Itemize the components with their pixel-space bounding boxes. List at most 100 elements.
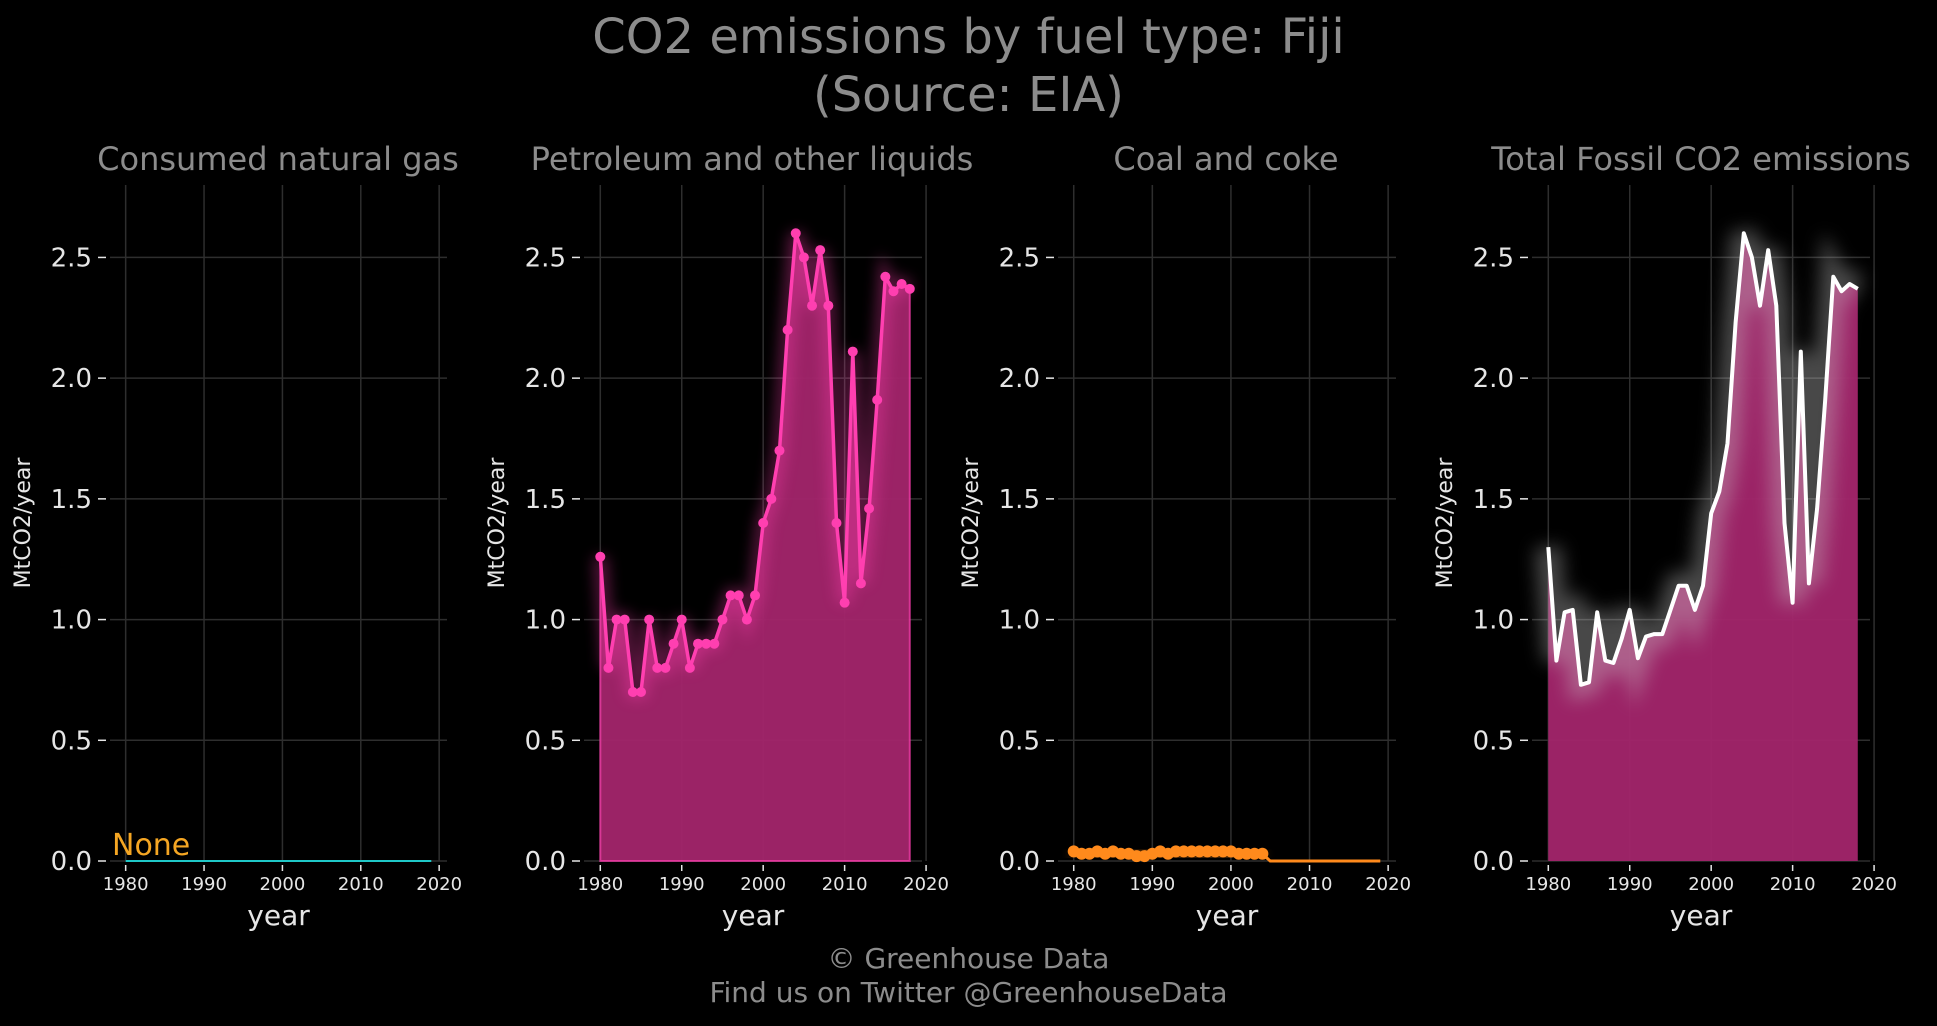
main-title-line2: (Source: EIA) — [812, 67, 1125, 123]
x-axis-label: year — [1196, 899, 1259, 932]
data-point-petroleum — [652, 662, 663, 673]
y-tick-label: 1.0 — [51, 606, 92, 636]
data-point-petroleum — [888, 286, 899, 297]
data-point-petroleum — [798, 252, 809, 263]
y-tick-label: 2.5 — [999, 243, 1040, 273]
panel-title: Total Fossil CO2 emissions — [1490, 140, 1911, 178]
y-tick-label: 2.0 — [51, 364, 92, 394]
y-tick-label: 2.5 — [525, 243, 566, 273]
data-point-petroleum — [831, 518, 842, 528]
y-tick-label: 0.0 — [999, 847, 1040, 877]
annotation-none: None — [112, 828, 190, 863]
x-axis-label: year — [247, 899, 310, 932]
area-fill-total — [1548, 233, 1858, 862]
series-line-total — [1546, 231, 1859, 687]
data-point-petroleum — [636, 687, 647, 697]
data-point-petroleum — [733, 590, 744, 601]
data-point-petroleum — [603, 662, 614, 673]
x-tick-label: 2000 — [1688, 874, 1734, 895]
data-point-coal — [1256, 847, 1269, 860]
data-point-petroleum — [855, 578, 866, 589]
x-tick-label: 2020 — [1851, 874, 1897, 895]
data-point-petroleum — [668, 638, 679, 649]
x-tick-label: 1980 — [577, 874, 623, 895]
x-tick-label: 1990 — [1607, 874, 1653, 895]
x-tick-label: 1980 — [1525, 874, 1571, 895]
x-tick-label: 1980 — [1051, 874, 1097, 895]
panel-title: Petroleum and other liquids — [531, 140, 974, 178]
data-point-petroleum — [619, 614, 630, 625]
chart-main-title: CO2 emissions by fuel type: Fiji (Source… — [0, 8, 1937, 124]
x-tick-label: 2020 — [416, 874, 462, 895]
data-point-petroleum — [693, 638, 704, 649]
data-point-petroleum — [807, 300, 818, 311]
data-point-petroleum — [766, 493, 777, 504]
x-tick-label: 2000 — [740, 874, 786, 895]
data-point-petroleum — [864, 503, 875, 514]
data-point-petroleum — [741, 614, 752, 625]
y-tick-label: 2.0 — [525, 364, 566, 394]
data-point-petroleum — [904, 283, 915, 294]
x-axis-label: year — [1670, 899, 1733, 932]
data-point-petroleum — [774, 445, 785, 456]
y-tick-label: 1.5 — [1473, 485, 1514, 515]
panel-3: Coal and coke 0.0 0.5 1.0 1.5 2.0 2.5 1980 1990 2… — [959, 140, 1411, 932]
data-point-petroleum — [684, 662, 695, 673]
data-point-petroleum — [611, 614, 622, 625]
x-axis-label: year — [722, 899, 785, 932]
data-point-petroleum — [701, 638, 712, 649]
y-tick-label: 2.0 — [1473, 364, 1514, 394]
data-point-petroleum — [717, 614, 728, 625]
data-point-petroleum — [847, 346, 858, 357]
y-tick-label: 1.5 — [525, 485, 566, 515]
data-point-petroleum — [725, 590, 736, 601]
panel-2: Petroleum and other liquids 0.0 0.5 1.0 1.5 2… — [485, 140, 973, 932]
y-tick-label: 2.5 — [1473, 243, 1514, 273]
y-tick-label: 0.0 — [525, 847, 566, 877]
y-tick-label: 1.0 — [999, 606, 1040, 636]
y-axis-label: MtCO2/year — [11, 457, 36, 589]
data-point-petroleum — [758, 518, 769, 528]
data-point-petroleum — [709, 638, 720, 649]
area-fill-petroleum — [600, 233, 910, 862]
y-tick-label: 0.5 — [1473, 726, 1514, 756]
y-tick-label: 0.5 — [999, 726, 1040, 756]
data-point-petroleum — [896, 278, 907, 289]
y-tick-label: 1.5 — [999, 485, 1040, 515]
data-point-petroleum — [782, 324, 793, 335]
data-point-petroleum — [676, 614, 687, 625]
panel-1: Consumed natural gas 0.0 0.5 1.0 1.5 2.0 2.5 19… — [11, 140, 462, 932]
data-point-petroleum — [872, 394, 883, 405]
y-tick-label: 2.0 — [999, 364, 1040, 394]
data-point-petroleum — [750, 590, 761, 601]
main-title-line1: CO2 emissions by fuel type: Fiji — [592, 9, 1345, 65]
footer: © Greenhouse Data Find us on Twitter @Gr… — [0, 942, 1937, 1010]
footer-twitter: Find us on Twitter @GreenhouseData — [709, 976, 1228, 1009]
x-tick-label: 1990 — [181, 874, 227, 895]
data-point-petroleum — [660, 662, 671, 673]
y-tick-label: 0.5 — [51, 726, 92, 756]
y-tick-label: 0.5 — [525, 726, 566, 756]
data-point-petroleum — [627, 687, 638, 697]
x-tick-label: 1990 — [1129, 874, 1175, 895]
y-tick-label: 0.0 — [51, 847, 92, 877]
footer-copyright: © Greenhouse Data — [827, 942, 1110, 975]
y-axis-label: MtCO2/year — [485, 457, 510, 589]
x-tick-label: 2010 — [1287, 874, 1333, 895]
data-point-petroleum — [815, 245, 826, 256]
panel-4: Total Fossil CO2 emissions 0.0 0.5 1.0 1.5 2.… — [1433, 140, 1911, 932]
x-tick-label: 2000 — [260, 874, 306, 895]
y-axis-label: MtCO2/year — [959, 457, 984, 589]
x-tick-label: 1990 — [659, 874, 705, 895]
data-point-petroleum — [880, 271, 891, 282]
y-tick-label: 2.5 — [51, 243, 92, 273]
data-point-petroleum — [839, 597, 850, 608]
x-tick-label: 2020 — [903, 874, 949, 895]
x-tick-label: 2010 — [1770, 874, 1816, 895]
y-tick-label: 1.0 — [1473, 606, 1514, 636]
y-tick-label: 1.5 — [51, 485, 92, 515]
y-tick-label: 0.0 — [1473, 847, 1514, 877]
data-point-petroleum — [790, 228, 801, 239]
y-tick-label: 1.0 — [525, 606, 566, 636]
